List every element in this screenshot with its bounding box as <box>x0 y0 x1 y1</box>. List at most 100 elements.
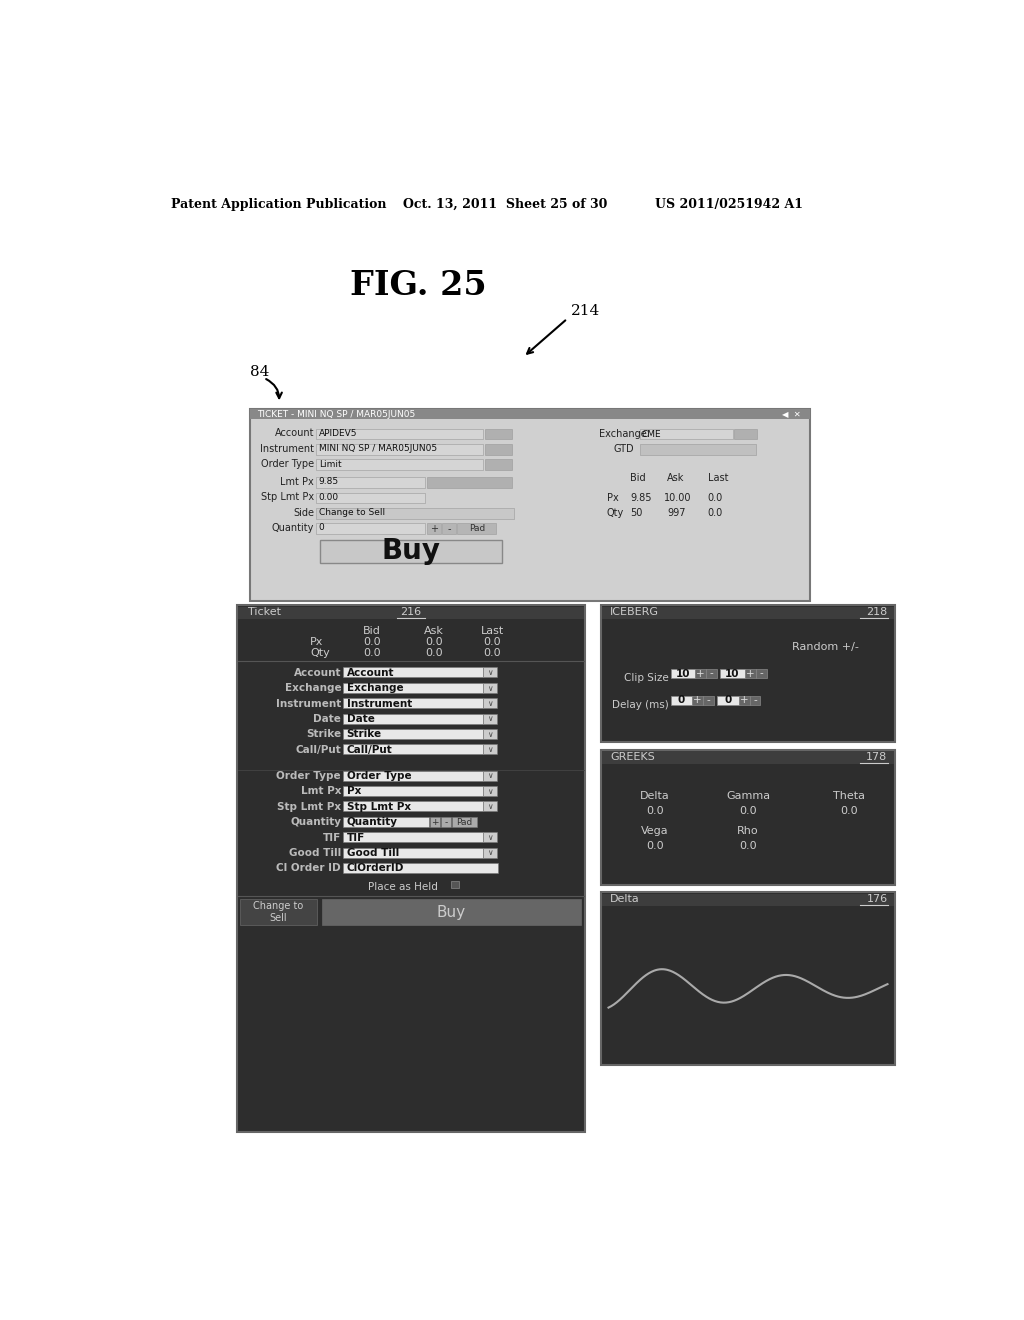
Text: -: - <box>710 668 714 678</box>
Text: 10: 10 <box>725 668 739 678</box>
Text: Cl Order ID: Cl Order ID <box>276 863 341 874</box>
Text: Call/Put: Call/Put <box>295 744 341 755</box>
Text: US 2011/0251942 A1: US 2011/0251942 A1 <box>655 198 803 211</box>
Text: -: - <box>444 817 447 826</box>
Text: 0.0: 0.0 <box>708 492 723 503</box>
FancyBboxPatch shape <box>343 771 483 780</box>
FancyBboxPatch shape <box>602 751 894 763</box>
Text: Pad: Pad <box>457 817 472 826</box>
FancyBboxPatch shape <box>430 817 440 826</box>
Text: Instrument: Instrument <box>260 444 314 454</box>
Text: ∨: ∨ <box>487 730 493 739</box>
Text: 0.0: 0.0 <box>840 807 857 816</box>
FancyBboxPatch shape <box>707 669 717 678</box>
FancyBboxPatch shape <box>695 669 707 678</box>
Text: Oct. 13, 2011  Sheet 25 of 30: Oct. 13, 2011 Sheet 25 of 30 <box>403 198 607 211</box>
Text: 0: 0 <box>318 524 325 532</box>
Text: Quantity: Quantity <box>346 817 397 828</box>
FancyBboxPatch shape <box>483 744 497 755</box>
Text: 0.00: 0.00 <box>318 492 339 502</box>
FancyBboxPatch shape <box>316 492 425 503</box>
FancyBboxPatch shape <box>601 750 895 884</box>
Text: Bid: Bid <box>364 626 381 636</box>
Text: 0.0: 0.0 <box>425 648 443 657</box>
Text: Date: Date <box>346 714 375 723</box>
Text: Good Till: Good Till <box>289 847 341 858</box>
Text: 214: 214 <box>571 304 600 318</box>
Text: +: + <box>430 524 438 533</box>
Text: 997: 997 <box>668 508 686 519</box>
Text: 0.0: 0.0 <box>646 841 664 851</box>
Text: Bid: Bid <box>630 473 646 483</box>
FancyBboxPatch shape <box>343 698 483 708</box>
FancyBboxPatch shape <box>343 744 483 755</box>
Text: -: - <box>447 524 451 533</box>
Text: GTD: GTD <box>614 445 635 454</box>
FancyBboxPatch shape <box>483 668 497 677</box>
Text: -: - <box>707 696 711 705</box>
FancyBboxPatch shape <box>316 508 514 519</box>
Text: ∨: ∨ <box>487 668 493 677</box>
Text: Strike: Strike <box>306 730 341 739</box>
Text: 0.0: 0.0 <box>364 648 381 657</box>
Text: ∨: ∨ <box>487 849 493 858</box>
Text: -: - <box>753 696 757 705</box>
Text: 50: 50 <box>630 508 643 519</box>
FancyBboxPatch shape <box>483 682 497 693</box>
Text: +: + <box>746 668 755 678</box>
FancyBboxPatch shape <box>316 524 425 535</box>
Text: Good Till: Good Till <box>346 847 398 858</box>
FancyBboxPatch shape <box>343 785 483 796</box>
Text: Stp Lmt Px: Stp Lmt Px <box>278 801 341 812</box>
Text: Stp Lmt Px: Stp Lmt Px <box>261 492 314 502</box>
Text: 10: 10 <box>676 668 690 678</box>
Text: 0.0: 0.0 <box>739 841 757 851</box>
Text: Change to
Sell: Change to Sell <box>253 902 303 924</box>
FancyBboxPatch shape <box>316 444 483 455</box>
FancyBboxPatch shape <box>483 832 497 842</box>
FancyBboxPatch shape <box>343 801 483 812</box>
Text: ◀  ✕: ◀ ✕ <box>782 409 801 418</box>
Text: Exchange: Exchange <box>599 429 647 440</box>
FancyBboxPatch shape <box>640 429 732 440</box>
FancyBboxPatch shape <box>458 524 496 535</box>
Text: Random +/-: Random +/- <box>792 643 859 652</box>
Text: Account: Account <box>274 428 314 438</box>
FancyBboxPatch shape <box>343 714 483 723</box>
Text: ∨: ∨ <box>487 803 493 812</box>
Text: Rho: Rho <box>737 825 759 836</box>
FancyBboxPatch shape <box>322 899 581 925</box>
Text: TIF: TIF <box>346 833 365 842</box>
Text: Last: Last <box>708 473 728 483</box>
Text: Delta: Delta <box>610 894 640 904</box>
Text: 0.0: 0.0 <box>646 807 664 816</box>
Text: 9.85: 9.85 <box>630 492 651 503</box>
Text: Side: Side <box>293 508 314 517</box>
FancyBboxPatch shape <box>692 696 703 705</box>
FancyBboxPatch shape <box>601 605 895 742</box>
Text: Delta: Delta <box>640 791 670 801</box>
FancyBboxPatch shape <box>602 894 894 906</box>
FancyBboxPatch shape <box>343 729 483 739</box>
Text: Exchange: Exchange <box>285 684 341 693</box>
Text: 0: 0 <box>724 696 731 705</box>
Text: 10.00: 10.00 <box>665 492 692 503</box>
Text: Ask: Ask <box>668 473 685 483</box>
Text: +: + <box>696 668 706 678</box>
Text: Quantity: Quantity <box>271 523 314 533</box>
FancyBboxPatch shape <box>744 669 756 678</box>
FancyBboxPatch shape <box>485 459 512 470</box>
Text: Stp Lmt Px: Stp Lmt Px <box>346 801 411 812</box>
FancyBboxPatch shape <box>483 714 497 723</box>
Text: Instrument: Instrument <box>275 698 341 709</box>
Text: Vega: Vega <box>641 825 669 836</box>
Text: ICEBERG: ICEBERG <box>610 607 659 616</box>
FancyBboxPatch shape <box>756 669 767 678</box>
FancyBboxPatch shape <box>483 698 497 708</box>
Text: 0: 0 <box>678 696 685 705</box>
Text: Limit: Limit <box>318 459 341 469</box>
FancyBboxPatch shape <box>483 771 497 780</box>
Text: Account: Account <box>346 668 394 677</box>
Text: Clip Size: Clip Size <box>625 673 669 684</box>
FancyBboxPatch shape <box>251 409 810 601</box>
